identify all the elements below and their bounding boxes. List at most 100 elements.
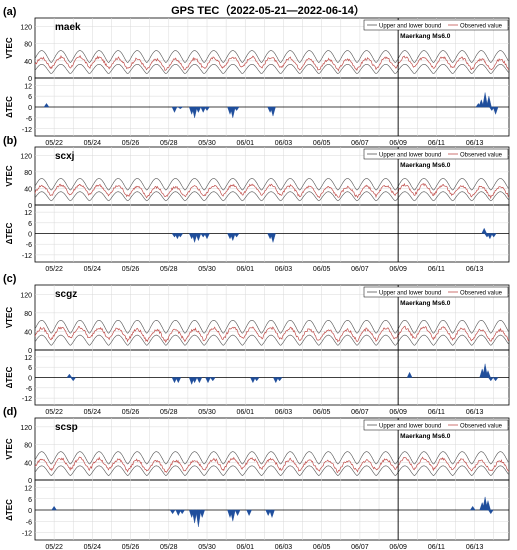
- anomaly-spike: [478, 99, 485, 108]
- anomaly-spike: [234, 509, 241, 517]
- anomaly-spike: [485, 499, 491, 511]
- date-tick-label: 06/09: [389, 140, 407, 147]
- vtec-tick-label: 0: [28, 348, 32, 355]
- vtec-tick-label: 0: [28, 203, 32, 210]
- anomaly-spike: [276, 377, 283, 382]
- anomaly-spike: [199, 509, 205, 519]
- anomaly-spike: [204, 106, 210, 111]
- legend-observed-label: Observed value: [460, 424, 503, 430]
- vtec-tick-label: 80: [24, 170, 32, 177]
- observed-value-line: [34, 55, 510, 72]
- anomaly-spike: [488, 106, 495, 111]
- event-label: Maerkang Ms6.0: [400, 433, 451, 440]
- anomaly-spike: [486, 96, 492, 108]
- legend-bound-label: Upper and lower bound: [379, 424, 441, 430]
- panel-scgz: (c) scgz VTEC ΔTEC 0 40 80 120 12 6 0 -6 -12 Maerkang…: [3, 273, 510, 416]
- dtec-tick-label: -12: [22, 396, 32, 403]
- date-tick-label: 05/26: [122, 140, 140, 147]
- anomaly-spike: [230, 509, 236, 522]
- anomaly-spike: [487, 509, 494, 515]
- anomaly-spike: [269, 509, 275, 519]
- dtec-tick-label: 12: [24, 355, 32, 362]
- dtec-tick-label: -12: [22, 531, 32, 538]
- date-tick-label: 06/03: [275, 266, 293, 273]
- panel-label: (c): [3, 273, 17, 285]
- dtec-axis-label: ΔTEC: [5, 96, 14, 118]
- date-tick-label: 06/11: [428, 140, 445, 147]
- anomaly-spike: [482, 92, 488, 108]
- date-tick-label: 06/11: [428, 544, 445, 550]
- date-tick-label: 06/05: [313, 544, 331, 550]
- station-name: scsp: [55, 422, 78, 433]
- vtec-tick-label: 120: [20, 292, 32, 299]
- legend-bound-label: Upper and lower bound: [379, 24, 441, 30]
- dtec-tick-label: 6: [28, 221, 32, 228]
- vtec-tick-label: 40: [24, 59, 32, 66]
- figure-title: GPS TEC（2022-05-21—2022-06-14）: [171, 4, 365, 17]
- legend-observed-label: Observed value: [460, 153, 503, 159]
- legend-bound-label: Upper and lower bound: [379, 291, 441, 297]
- upper-bound-line: [34, 319, 510, 334]
- date-tick-label: 05/24: [84, 266, 102, 273]
- anomaly-spike: [169, 509, 176, 515]
- anomaly-spike: [70, 377, 77, 382]
- anomaly-spike: [209, 377, 216, 382]
- dtec-tick-label: 0: [28, 376, 32, 383]
- vtec-tick-label: 120: [20, 153, 32, 160]
- anomaly-spike: [265, 509, 272, 517]
- date-tick-label: 06/11: [428, 266, 445, 273]
- date-tick-label: 06/01: [236, 544, 254, 550]
- dtec-tick-label: -6: [26, 519, 32, 526]
- date-tick-label: 06/09: [389, 544, 407, 550]
- dtec-axis-label: ΔTEC: [5, 366, 14, 388]
- anomaly-spike: [492, 377, 499, 382]
- anomaly-spike: [200, 106, 207, 113]
- anomaly-spike: [175, 377, 182, 384]
- date-tick-label: 06/01: [236, 409, 254, 416]
- anomaly-spike: [250, 377, 256, 384]
- date-tick-label: 05/22: [45, 266, 63, 273]
- dtec-tick-label: 12: [24, 486, 32, 493]
- date-tick-label: 06/07: [351, 544, 369, 550]
- date-tick-label: 06/13: [466, 140, 484, 147]
- date-tick-label: 06/05: [313, 409, 331, 416]
- anomaly-spike: [66, 373, 73, 378]
- anomaly-spike: [204, 233, 210, 240]
- anomaly-spike: [487, 377, 494, 382]
- anomaly-spike: [177, 106, 184, 110]
- vtec-tick-label: 0: [28, 76, 32, 83]
- panel-label: (b): [3, 135, 17, 147]
- dtec-tick-label: -12: [22, 253, 32, 260]
- anomaly-spike: [195, 509, 202, 527]
- date-tick-label: 06/07: [351, 140, 369, 147]
- legend-box: [363, 286, 509, 298]
- dtec-tick-label: 6: [28, 365, 32, 372]
- anomaly-spike: [195, 106, 202, 113]
- upper-bound-line: [34, 50, 510, 63]
- anomaly-spike: [406, 371, 413, 378]
- station-name: maek: [55, 22, 81, 33]
- date-tick-label: 06/09: [389, 266, 407, 273]
- anomaly-spike: [191, 106, 198, 118]
- anomaly-spike: [230, 106, 236, 118]
- date-tick-label: 05/30: [198, 409, 216, 416]
- anomaly-spike: [196, 377, 203, 384]
- date-tick-label: 05/22: [45, 544, 63, 550]
- panel-label: (d): [3, 406, 17, 418]
- dtec-tick-label: -6: [26, 116, 32, 123]
- anomaly-spike: [200, 233, 207, 238]
- date-tick-label: 05/26: [122, 266, 140, 273]
- legend-box: [363, 419, 509, 431]
- date-tick-label: 05/24: [84, 544, 102, 550]
- vtec-axis-label: VTEC: [5, 37, 14, 59]
- panel-maek: (a) maek VTEC ΔTEC 0 40 80 120 12 6 0 -6 -12 Maerkang…: [3, 6, 510, 147]
- date-tick-label: 06/07: [351, 409, 369, 416]
- observed-value-line: [34, 325, 510, 343]
- date-tick-label: 05/22: [45, 409, 63, 416]
- anomaly-spike: [171, 106, 178, 113]
- date-tick-label: 05/28: [160, 409, 178, 416]
- dtec-tick-label: 12: [24, 83, 32, 90]
- legend-bound-label: Upper and lower bound: [379, 153, 441, 159]
- vtec-axis-label: VTEC: [5, 165, 14, 187]
